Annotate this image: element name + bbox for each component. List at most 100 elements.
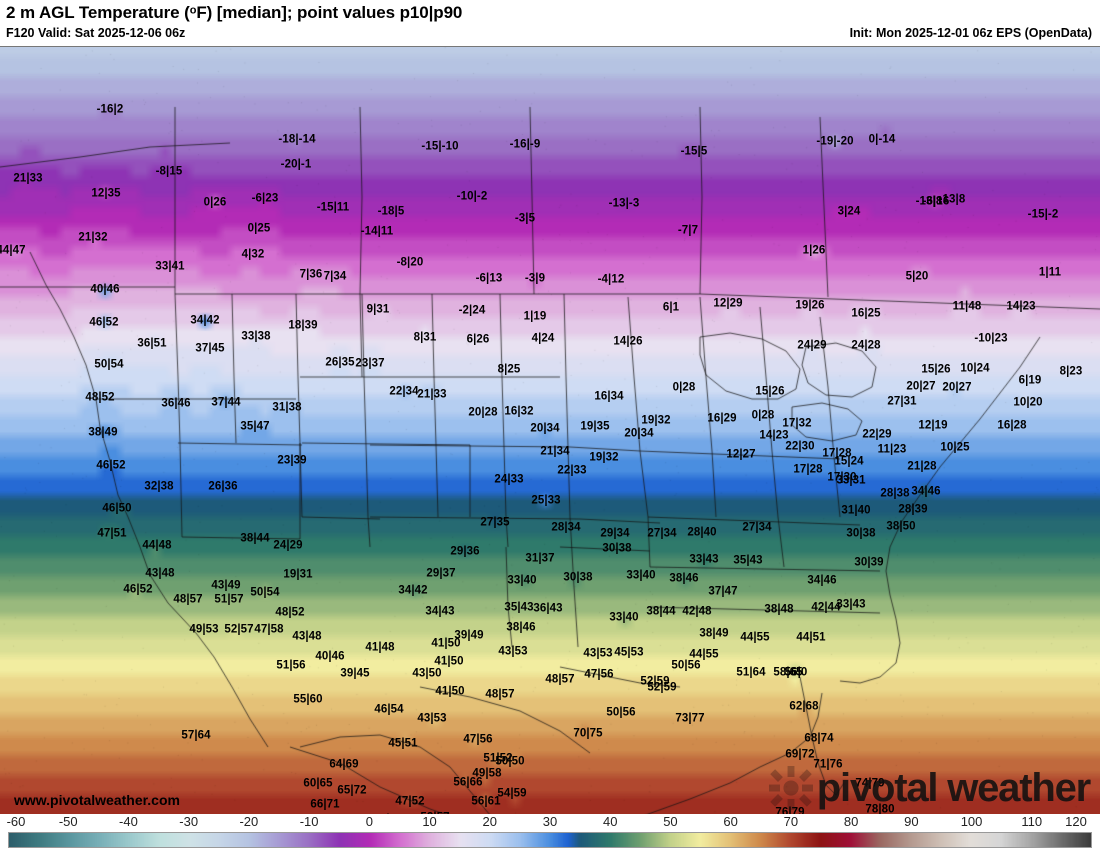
colorbar-tick: 70 <box>784 814 798 829</box>
point-value-label: 43|48 <box>145 568 174 580</box>
point-value-label: 20|27 <box>906 381 935 393</box>
point-value-label: 0|-14 <box>869 134 896 146</box>
point-value-label: 16|29 <box>707 413 736 425</box>
point-value-label: 46|52 <box>96 460 125 472</box>
point-value-label: 16|28 <box>997 420 1026 432</box>
point-value-label: -15|-2 <box>1028 209 1059 221</box>
point-value-label: 21|28 <box>907 461 936 473</box>
colorbar-tick: 30 <box>543 814 557 829</box>
point-value-label: 33|40 <box>507 575 536 587</box>
colorbar-tick: -30 <box>179 814 198 829</box>
point-value-label: -14|11 <box>361 226 394 238</box>
point-value-label: 8|23 <box>1060 366 1083 378</box>
point-value-label: 65|72 <box>337 785 366 797</box>
point-value-label: 6|1 <box>663 302 679 314</box>
brand-watermark: pivotal weather <box>769 766 1090 810</box>
point-value-label: 23|39 <box>277 455 306 467</box>
point-value-label: 50|54 <box>94 359 123 371</box>
point-value-label: 47|51 <box>97 528 126 540</box>
page-title: 2 m AGL Temperature (oF) [median]; point… <box>6 3 462 23</box>
point-value-label: -2|24 <box>459 305 486 317</box>
point-value-label: 38|46 <box>506 622 535 634</box>
point-value-label: 24|29 <box>273 540 302 552</box>
colorbar-tick: 10 <box>422 814 436 829</box>
point-value-label: 34|46 <box>911 486 940 498</box>
point-value-label: -18|-14 <box>278 134 315 146</box>
point-value-label: -3|5 <box>515 213 535 225</box>
point-value-label: 27|34 <box>742 522 771 534</box>
colorbar-tick: 110 <box>1021 814 1042 829</box>
point-value-label: 66|71 <box>310 799 339 811</box>
colorbar[interactable]: -60 -50 -40 -30 -20 -10 0 10 20 30 40 50 60 70 80 90 100… <box>0 814 1100 850</box>
colorbar-tick: -40 <box>119 814 138 829</box>
point-value-label: 54|59 <box>497 788 526 800</box>
point-value-label: -19|-20 <box>816 136 853 148</box>
point-value-label: 28|40 <box>687 527 716 539</box>
point-value-label: 30|38 <box>846 528 875 540</box>
point-value-label: 26|36 <box>208 481 237 493</box>
pivot-gear-icon <box>769 766 813 810</box>
colorbar-tick: 0 <box>366 814 373 829</box>
point-value-label: 52|57 <box>224 624 253 636</box>
pivotal-weather-map-page: 2 m AGL Temperature (oF) [median]; point… <box>0 0 1100 850</box>
point-value-label: 38|44 <box>240 533 269 545</box>
point-value-label: 30|38 <box>563 572 592 584</box>
point-value-label: 45|53 <box>614 647 643 659</box>
point-value-label: -10|23 <box>974 333 1007 345</box>
init-time-label: Init: Mon 2025-12-01 06z EPS (OpenData) <box>850 26 1092 40</box>
point-value-label: 3|24 <box>838 206 861 218</box>
point-value-label: 42|48 <box>682 606 711 618</box>
point-value-label: 34|42 <box>190 315 219 327</box>
point-value-label: 29|34 <box>600 528 629 540</box>
point-value-label: 29|36 <box>450 546 479 558</box>
point-value-label: 56|61 <box>471 796 500 808</box>
point-value-label: 44|47 <box>0 245 26 257</box>
point-value-label: 48|57 <box>173 594 202 606</box>
point-value-label: -16|-9 <box>510 139 541 151</box>
point-value-label: 37|47 <box>708 586 737 598</box>
point-value-label: 33|38 <box>241 331 270 343</box>
point-value-label: 22|34 <box>389 386 418 398</box>
point-value-label: 50|56 <box>606 707 635 719</box>
point-value-label: 1|26 <box>803 245 826 257</box>
point-value-label: 5|20 <box>906 271 929 283</box>
point-value-label: 25|33 <box>531 495 560 507</box>
point-value-label: 1|11 <box>1039 267 1061 279</box>
point-value-label: 38|46 <box>669 573 698 585</box>
point-value-label: 45|51 <box>388 738 417 750</box>
point-value-label: -15|11 <box>317 202 350 214</box>
point-value-label: -20|-1 <box>281 159 312 171</box>
point-value-label: 38|44 <box>646 606 675 618</box>
point-value-label: 43|48 <box>292 631 321 643</box>
point-value-label: 33|43 <box>836 599 865 611</box>
point-value-label: 16|34 <box>594 391 623 403</box>
point-value-label: 4|24 <box>532 333 555 345</box>
point-value-label: 36|46 <box>161 398 190 410</box>
point-value-label: 8|31 <box>414 332 437 344</box>
point-value-label: -3|9 <box>525 273 545 285</box>
point-value-label: -15|5 <box>681 146 708 158</box>
point-value-label: 19|32 <box>589 452 618 464</box>
point-value-label: 46|54 <box>374 704 403 716</box>
colorbar-tick: 60 <box>723 814 737 829</box>
point-value-label: 19|31 <box>283 569 312 581</box>
point-value-label: 15|26 <box>921 364 950 376</box>
point-value-label: 31|37 <box>525 553 554 565</box>
point-value-label: 48|52 <box>85 392 114 404</box>
point-value-label: 24|28 <box>851 340 880 352</box>
point-value-label: 42|44 <box>811 602 840 614</box>
point-value-label: 46|50 <box>102 503 131 515</box>
point-value-label: -13|8 <box>939 194 966 206</box>
point-value-label: 18|39 <box>288 320 317 332</box>
point-value-label: 57|64 <box>181 730 210 742</box>
point-value-label: 21|34 <box>540 446 569 458</box>
point-value-label: 46|52 <box>89 317 118 329</box>
point-value-label: 51|64 <box>736 667 765 679</box>
point-value-label: 69|72 <box>785 749 814 761</box>
point-value-label: 12|27 <box>726 449 755 461</box>
point-value-label: 10|25 <box>940 442 969 454</box>
point-value-label: 68|74 <box>804 733 833 745</box>
temperature-map[interactable]: 21|33 12|35 21|32 44|47 40|46 46|52 -16|2 -8|15… <box>0 46 1100 814</box>
point-value-label: 41|50 <box>431 638 460 650</box>
point-value-label: 70|75 <box>573 728 602 740</box>
